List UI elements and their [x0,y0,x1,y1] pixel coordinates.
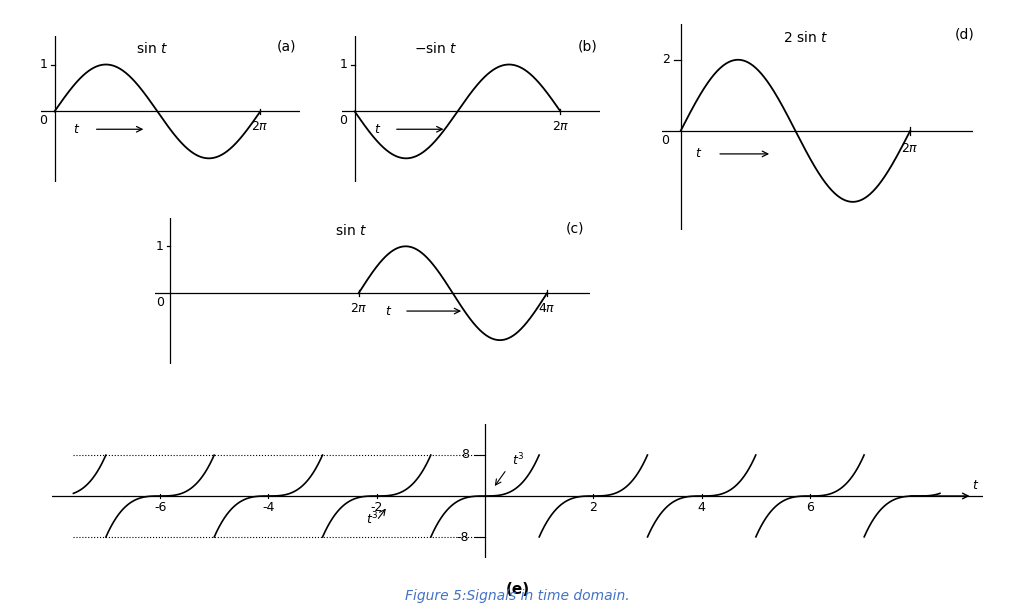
Text: $t$: $t$ [374,123,381,136]
Text: 4$\pi$: 4$\pi$ [538,302,556,315]
Text: -8: -8 [456,530,469,544]
Text: -2: -2 [371,501,383,514]
Text: 2$\pi$: 2$\pi$ [901,142,919,155]
Text: 0: 0 [661,135,669,147]
Text: 2 sin $t$: 2 sin $t$ [782,30,828,45]
Text: (a): (a) [277,39,297,53]
Text: 2$\pi$: 2$\pi$ [252,120,269,133]
Text: 0: 0 [339,114,348,127]
Text: 1: 1 [339,58,348,71]
Text: (c): (c) [566,221,585,235]
Text: 8: 8 [461,448,469,461]
Text: 6: 6 [806,501,814,514]
Text: $-$sin $t$: $-$sin $t$ [414,41,457,56]
Text: 4: 4 [698,501,706,514]
Text: $t^3$: $t^3$ [512,451,525,468]
Text: 2: 2 [662,53,671,66]
Text: $t$: $t$ [696,147,703,161]
Text: $t^3$: $t^3$ [365,511,379,527]
Text: (b): (b) [578,39,597,53]
Text: 1: 1 [39,58,48,71]
Text: 0: 0 [155,296,164,308]
Text: 0: 0 [39,114,48,127]
Text: $t$: $t$ [73,123,81,136]
Text: sin $t$: sin $t$ [137,41,169,56]
Text: $t$: $t$ [973,479,980,492]
Text: 2: 2 [589,501,597,514]
Text: (e): (e) [505,582,530,597]
Text: sin $t$: sin $t$ [335,222,367,238]
Text: $t$: $t$ [385,305,392,318]
Text: 1: 1 [156,240,164,253]
Text: (d): (d) [954,27,974,41]
Text: -4: -4 [262,501,274,514]
Text: 2$\pi$: 2$\pi$ [552,120,569,133]
Text: Figure 5:Signals in time domain.: Figure 5:Signals in time domain. [405,589,630,603]
Text: -6: -6 [154,501,167,514]
Text: 2$\pi$: 2$\pi$ [350,302,367,315]
